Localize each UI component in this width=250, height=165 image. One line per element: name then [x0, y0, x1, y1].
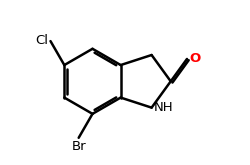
Text: Cl: Cl — [36, 34, 49, 47]
Text: Br: Br — [71, 140, 86, 153]
Text: NH: NH — [153, 101, 172, 114]
Text: O: O — [188, 52, 200, 66]
